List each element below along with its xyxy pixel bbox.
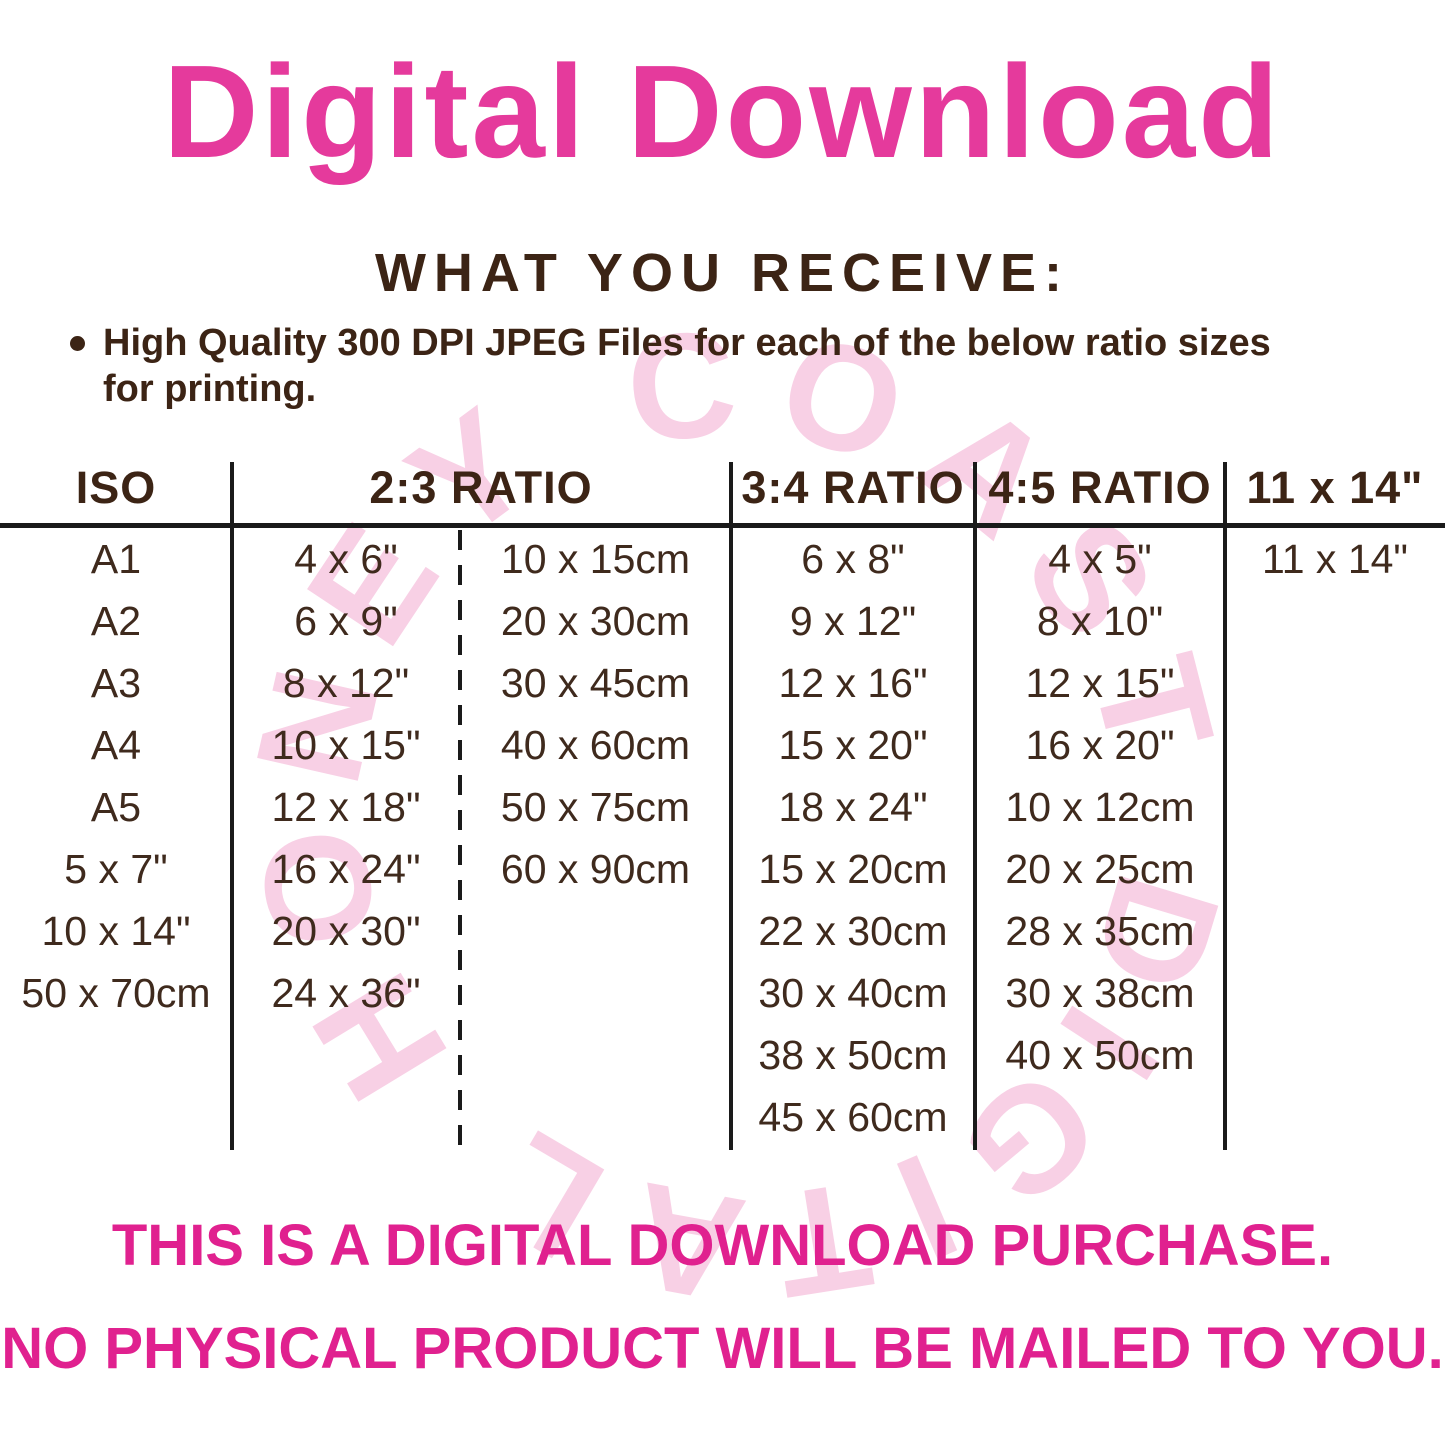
header-underline: [0, 523, 1445, 528]
table-cell: 28 x 35cm: [1005, 908, 1195, 954]
table-cell: 20 x 30cm: [500, 598, 691, 644]
table-cell: [1225, 590, 1445, 652]
table-cell: [460, 962, 731, 1024]
size-table: ISO 2:3 RATIO 3:4 RATIO 4:5 RATIO 11 x 1…: [0, 455, 1445, 1155]
table-cell: [1225, 900, 1445, 962]
table-cell: A5: [90, 784, 142, 830]
table-cell: [1225, 714, 1445, 776]
column-header-iso: ISO: [75, 462, 157, 513]
table-cell: 40 x 60cm: [500, 722, 691, 768]
bullet-text-line2: for printing.: [103, 368, 317, 410]
table-cell: 12 x 18": [271, 784, 421, 830]
table-cell: A1: [90, 536, 142, 582]
table-cell: [1225, 962, 1445, 1024]
table-cell: [0, 1024, 232, 1086]
table-cell: 16 x 20": [1025, 722, 1175, 768]
table-cell: [0, 1086, 232, 1148]
table-cell: 10 x 15": [271, 722, 421, 768]
table-cell: 6 x 8": [801, 536, 905, 582]
table-cell: [232, 1086, 460, 1148]
column-header-11x14: 11 x 14": [1246, 462, 1424, 513]
table-cell: 50 x 75cm: [500, 784, 691, 830]
column-divider: [230, 462, 234, 1150]
column-header-3-4: 3:4 RATIO: [741, 462, 965, 513]
table-cell: 10 x 12cm: [1005, 784, 1195, 830]
table-cell: 20 x 30": [271, 908, 421, 954]
column-divider: [1223, 462, 1227, 1150]
table-cell: 10 x 14": [41, 908, 191, 954]
column-divider: [729, 462, 733, 1150]
table-cell: 30 x 38cm: [1005, 970, 1195, 1016]
table-cell: [1225, 838, 1445, 900]
table-cell: [460, 1086, 731, 1148]
table-cell: [460, 900, 731, 962]
table-cell: [1225, 776, 1445, 838]
table-cell: [1225, 652, 1445, 714]
table-cell: 12 x 16": [778, 660, 928, 706]
bullet-row: High Quality 300 DPI JPEG Files for each…: [70, 320, 1390, 366]
table-cell: 15 x 20": [778, 722, 928, 768]
table-cell: 20 x 25cm: [1005, 846, 1195, 892]
table-cell: [460, 1024, 731, 1086]
table-cell: [1225, 1086, 1445, 1148]
table-cell: A2: [90, 598, 142, 644]
table-cell: 50 x 70cm: [21, 970, 211, 1016]
table-cell: [975, 1086, 1225, 1148]
dashed-column-divider: [458, 530, 462, 1150]
footer-line-1: THIS IS A DIGITAL DOWNLOAD PURCHASE.: [111, 1213, 1334, 1278]
table-cell: 15 x 20cm: [758, 846, 948, 892]
table-cell: 8 x 12": [282, 660, 410, 706]
table-cell: 12 x 15": [1025, 660, 1175, 706]
table-cell: 18 x 24": [778, 784, 928, 830]
column-header-4-5: 4:5 RATIO: [988, 462, 1212, 513]
table-cell: 40 x 50cm: [1005, 1032, 1195, 1078]
column-divider: [973, 462, 977, 1150]
table-cell: A4: [90, 722, 142, 768]
table-cell: 6 x 9": [294, 598, 398, 644]
table-cell: [1225, 1024, 1445, 1086]
column-header-2-3: 2:3 RATIO: [369, 462, 593, 513]
table-cell: 4 x 6": [294, 536, 398, 582]
table-cell: 22 x 30cm: [758, 908, 948, 954]
table-cell: 8 x 10": [1036, 598, 1164, 644]
table-cell: 60 x 90cm: [500, 846, 691, 892]
table-cell: 16 x 24": [271, 846, 421, 892]
table-cell: 4 x 5": [1048, 536, 1152, 582]
table-cell: 24 x 36": [271, 970, 421, 1016]
table-cell: 30 x 40cm: [758, 970, 948, 1016]
table-cell: 11 x 14": [1261, 536, 1408, 582]
receive-heading: WHAT YOU RECEIVE:: [374, 243, 1071, 303]
table-cell: 5 x 7": [64, 846, 168, 892]
table-cell: 45 x 60cm: [758, 1094, 948, 1140]
table-cell: 30 x 45cm: [500, 660, 691, 706]
bullet-dot-icon: [70, 336, 85, 351]
table-cell: 9 x 12": [789, 598, 917, 644]
table-cell: 10 x 15cm: [500, 536, 691, 582]
table-cell: 38 x 50cm: [758, 1032, 948, 1078]
bullet-text-line1: High Quality 300 DPI JPEG Files for each…: [103, 322, 1271, 364]
size-grid: A1 4 x 6" 10 x 15cm 6 x 8" 4 x 5" 11 x 14" A2 6…: [0, 528, 1445, 1148]
footer-line-2: NO PHYSICAL PRODUCT WILL BE MAILED TO YO…: [1, 1316, 1444, 1381]
table-cell: A3: [90, 660, 142, 706]
table-cell: [232, 1024, 460, 1086]
bullet-block: High Quality 300 DPI JPEG Files for each…: [70, 320, 1390, 412]
page-title: Digital Download: [163, 38, 1282, 185]
